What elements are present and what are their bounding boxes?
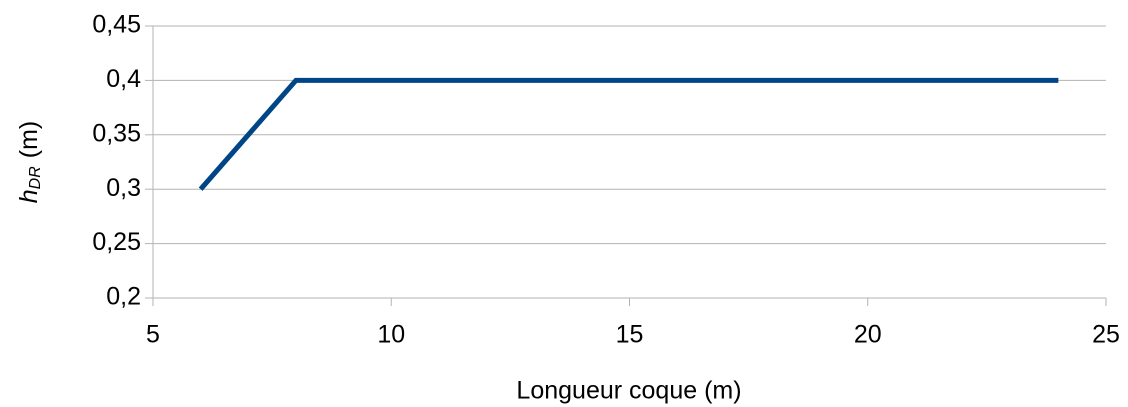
y-label-sub: DR [27, 166, 44, 190]
x-tick-label: 10 [377, 321, 405, 349]
y-tick-label: 0,45 [92, 11, 141, 39]
x-tick-label: 20 [854, 321, 882, 349]
y-tick-label: 0,2 [106, 283, 141, 311]
x-tick-label: 25 [1092, 321, 1120, 349]
y-axis-label: hDR (m) [15, 121, 45, 204]
data-line [198, 77, 1059, 191]
x-axis-label: Longueur coque (m) [516, 377, 741, 405]
x-tick-label: 5 [146, 321, 160, 349]
y-label-main: h [15, 189, 43, 203]
x-tick-label: 15 [616, 321, 644, 349]
y-label-unit: (m) [15, 121, 43, 158]
y-tick-label: 0,3 [106, 174, 141, 202]
y-tick-label: 0,25 [92, 228, 141, 256]
y-tick-label: 0,35 [92, 119, 141, 147]
y-tick-label: 0,4 [106, 65, 141, 93]
